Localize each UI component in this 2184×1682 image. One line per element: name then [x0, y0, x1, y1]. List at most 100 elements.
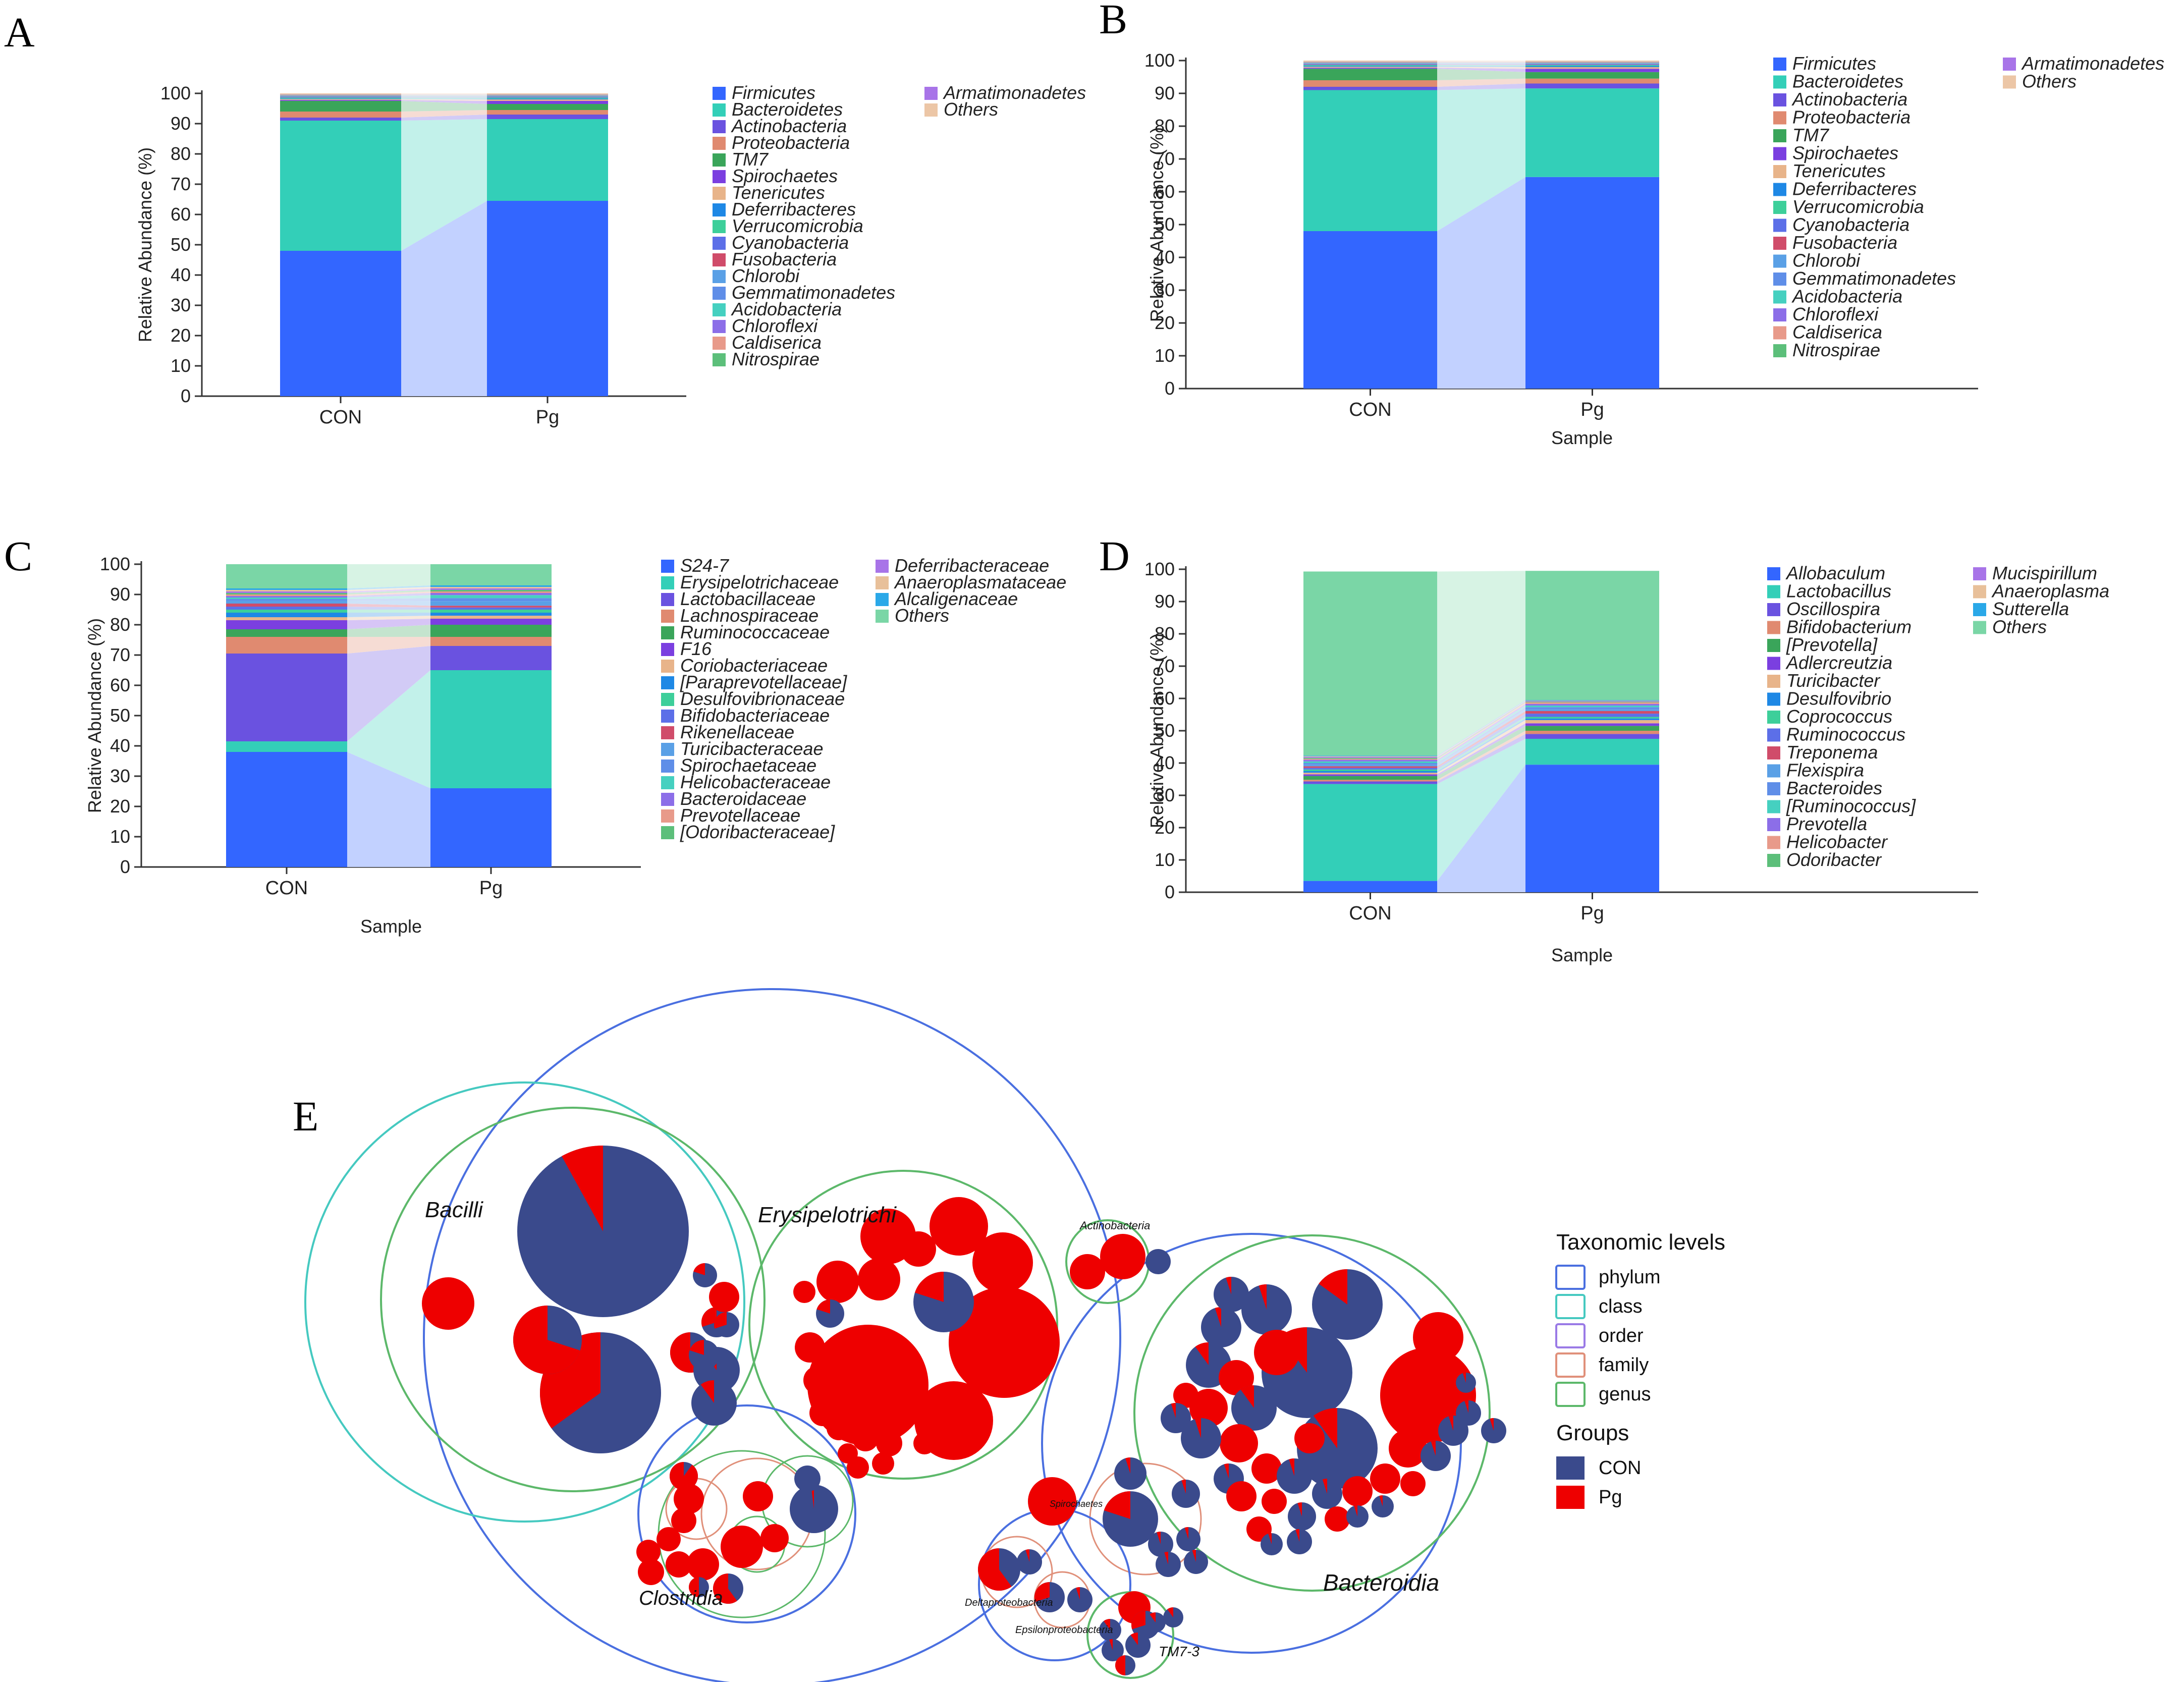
y-tick-label: 30: [1155, 280, 1175, 300]
x-tick-label-pg: Pg: [1580, 399, 1604, 420]
leaf-bacilli-f-pg-slice: [701, 1307, 717, 1327]
leaf-allobaculum-b: [949, 1287, 1060, 1398]
y-axis-title: Relative Abundance (%): [1146, 127, 1167, 322]
leaf-bacilli-c-pg-slice: [513, 1306, 580, 1374]
flow-band-deferribacteres: [401, 98, 487, 99]
legend-swatch: [876, 576, 889, 589]
flow-band-lactobacillus: [1437, 739, 1525, 881]
leaf-s24-af-pg-slice: [1268, 1533, 1272, 1544]
leaf-bacteroidia-v-pg-slice: [1192, 1550, 1196, 1562]
panel-letter-c: C: [4, 533, 32, 580]
bar-segment-pg-desulfovibrionaceae: [430, 610, 552, 613]
leaf-epsilon-a-pg-slice: [1034, 1582, 1050, 1602]
legend-swatch: [713, 253, 726, 266]
legend-label: Bacteroidetes: [732, 99, 843, 120]
flow-band-turicibacter: [1437, 720, 1525, 775]
legend-title-groups: Groups: [1556, 1421, 1629, 1445]
leaf-tm7-h-pg-slice: [1167, 1607, 1173, 1617]
legend-label: Acidobacteria: [731, 299, 842, 319]
legend-label: Spirochaetaceae: [680, 755, 816, 776]
flow-band-chlorobi: [401, 96, 487, 97]
legend-label: [Prevotella]: [1786, 634, 1878, 655]
legend-title-taxonomic-levels: Taxonomic levels: [1556, 1230, 1725, 1255]
bar-segment-pg-nitrospirae: [1525, 62, 1659, 63]
leaf-s24-z: [1262, 1489, 1287, 1514]
legend-label: Armatimonadetes: [943, 82, 1086, 103]
legend-label: Cyanobacteria: [732, 232, 849, 253]
y-tick-label: 100: [1144, 50, 1175, 71]
legend-label: Others: [895, 605, 949, 626]
flow-band-sutterella: [1437, 700, 1525, 756]
bar-segment-pg-bifidobacterium: [1525, 731, 1659, 734]
leaf-s24-ab: [1325, 1506, 1350, 1532]
x-tick-label-pg: Pg: [479, 878, 503, 899]
bar-segment-con-ruminococcus: [1303, 768, 1437, 770]
legend-label: Armatimonadetes: [2021, 53, 2164, 74]
leaf-bacteroidia-u-pg-slice: [1164, 1552, 1168, 1564]
y-tick-label: 10: [1155, 849, 1175, 870]
bar-segment-con-lactobacillus: [1303, 784, 1437, 881]
legend-level-label: class: [1599, 1296, 1643, 1317]
legend-label: Odoribacter: [1786, 849, 1882, 870]
leaf-tm7-b-pg-slice: [1104, 1619, 1110, 1630]
legend-label: Helicobacteraceae: [680, 772, 831, 792]
legend-swatch: [713, 120, 726, 133]
bar-segment-con-proteobacteria: [1303, 80, 1437, 87]
panel-letter-a: A: [4, 9, 35, 56]
bar-segment-pg-spirochaetes: [487, 101, 608, 104]
leaf-erysipelo-n: [852, 1425, 879, 1451]
leaf-s24-w: [1413, 1312, 1463, 1363]
legend-label: Flexispira: [1786, 760, 1864, 781]
legend-label: Tenericutes: [732, 182, 825, 203]
bar-segment-con-deferribacteres: [1303, 66, 1437, 67]
leaf-s24-x-pg-slice: [1224, 1463, 1229, 1479]
leaf-erysipelo-c: [972, 1232, 1033, 1293]
legend-label: [Odoribacteraceae]: [680, 822, 835, 842]
bar-segment-pg-alcaligenaceae: [430, 585, 552, 587]
legend-swatch: [713, 287, 726, 300]
bar-segment-con-chlorobi: [280, 96, 401, 97]
bar-segment-con-tenericutes: [1303, 67, 1437, 68]
legend-label: Prevotella: [1786, 813, 1867, 834]
legend-swatch: [661, 793, 674, 806]
bar-segment-con-firmicutes: [280, 251, 401, 396]
legend-swatch: [713, 103, 726, 117]
flow-band-spirochaetaceae: [347, 598, 430, 602]
bar-segment-pg-ruminococcaceae: [430, 625, 552, 637]
bar-segment-con-turicibacter: [1303, 773, 1437, 775]
bar-segment-pg-spirochaetaceae: [430, 598, 552, 602]
flow-band--ruminococcus-: [1437, 706, 1525, 763]
legend-label: Deferribacteraceae: [895, 555, 1049, 576]
legend-swatch: [876, 610, 889, 623]
leaf-bacilli-k-pg-slice: [689, 1340, 704, 1355]
leaf-s24-n: [1251, 1453, 1282, 1484]
legend-swatch: [1973, 567, 1986, 580]
leaf-s24-l: [1294, 1423, 1325, 1453]
ring-genus-erysipelotrichi: [748, 1170, 1058, 1480]
legend-swatch: [1767, 603, 1780, 616]
y-tick-label: 80: [1155, 116, 1175, 136]
y-tick-label: 50: [110, 705, 130, 726]
legend-swatch: [661, 676, 674, 689]
chart-b: 0 10 20 30 40 50 60 70 80 90 100 CON Pg Sample Relativ…: [1144, 50, 2164, 448]
flow-band-proteobacteria: [401, 110, 487, 118]
legend-label: Lactobacillus: [1786, 581, 1891, 602]
label-epsilonproteobacteria: Epsilonproteobacteria: [1015, 1624, 1113, 1636]
leaf-erysipelo-k: [803, 1366, 832, 1394]
leaf-tm7-e-pg-slice: [1109, 1639, 1113, 1650]
leaf-bacteroidia-x-pg-slice: [1104, 1491, 1130, 1519]
leaf-clostridia-i: [638, 1559, 664, 1585]
y-tick-label: 60: [171, 204, 191, 225]
x-tick-label-con: CON: [265, 878, 308, 899]
bar-segment-pg-chloroflexi: [487, 95, 608, 96]
legend-label: Deferribacteres: [1792, 179, 1917, 199]
x-tick-label-pg: Pg: [536, 407, 559, 428]
legend-swatch: [661, 593, 674, 606]
bar-segment-con-deferribacteraceae: [226, 591, 347, 593]
leaf-clostridia-k: [687, 1548, 719, 1581]
legend-label: Oscillospira: [1786, 599, 1880, 619]
bar-segment-pg-tm7: [487, 104, 608, 110]
legend-label: Bifidobacteriaceae: [680, 705, 830, 726]
flow-band-lactobacillaceae: [347, 646, 430, 741]
flow-band-mucispirillum: [1437, 701, 1525, 758]
